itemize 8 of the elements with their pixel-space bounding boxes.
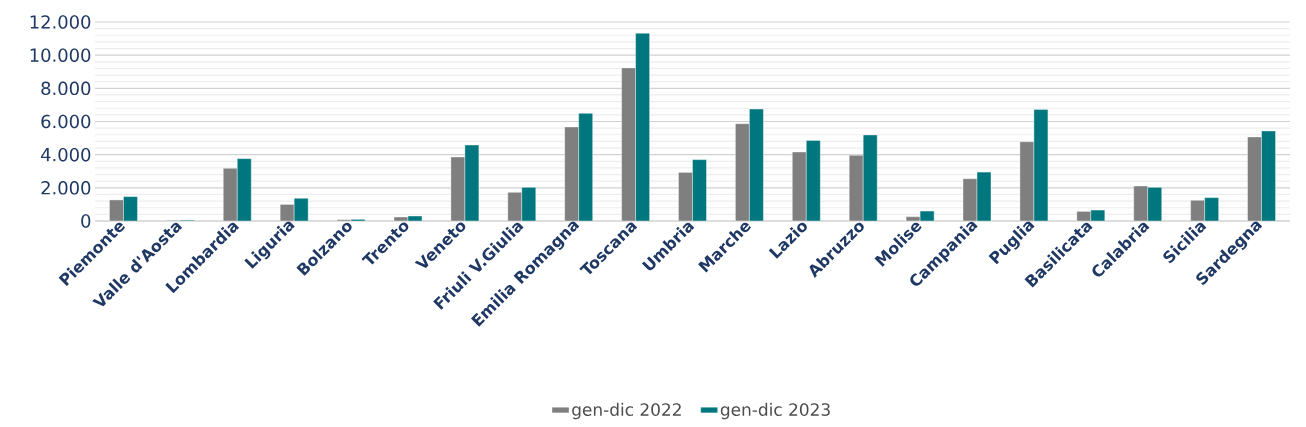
y-tick-label: 4.000 [41,147,91,162]
y-tick-label: 10.000 [30,48,91,62]
legend-label: gen-dic 2022 [572,402,681,420]
y-tick-label: 2.000 [41,181,91,195]
y-tick-label: 6.000 [41,114,91,129]
y-tick-label: 8.000 [41,81,91,96]
y-tick-label: 12.000 [30,15,91,29]
legend-label: gen-dic 2023 [720,402,830,420]
